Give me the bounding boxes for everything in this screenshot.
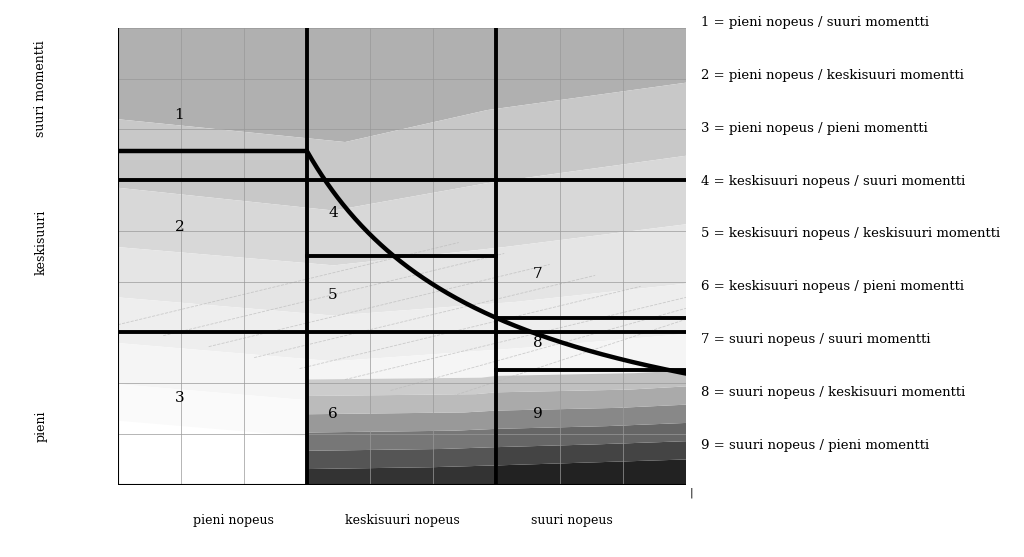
- Text: 4 = keskisuuri nopeus / suuri momentti: 4 = keskisuuri nopeus / suuri momentti: [701, 174, 966, 188]
- Text: 7: 7: [532, 267, 543, 281]
- Text: |: |: [689, 488, 693, 498]
- Polygon shape: [118, 224, 686, 316]
- Text: 9 = suuri nopeus / pieni momentti: 9 = suuri nopeus / pieni momentti: [701, 439, 930, 452]
- Polygon shape: [118, 82, 686, 211]
- Text: suuri momentti: suuri momentti: [35, 41, 47, 138]
- Text: 6: 6: [328, 407, 338, 421]
- Text: 1 = pieni nopeus / suuri momentti: 1 = pieni nopeus / suuri momentti: [701, 16, 930, 29]
- Polygon shape: [118, 284, 686, 361]
- Text: 3: 3: [174, 391, 184, 405]
- Polygon shape: [118, 28, 686, 142]
- Polygon shape: [497, 423, 686, 447]
- Text: pieni nopeus: pieni nopeus: [194, 514, 273, 527]
- Polygon shape: [497, 404, 686, 429]
- Text: 5 = keskisuuri nopeus / keskisuuri momentti: 5 = keskisuuri nopeus / keskisuuri momen…: [701, 227, 1000, 241]
- Text: 5: 5: [328, 288, 338, 302]
- Polygon shape: [118, 334, 686, 402]
- Polygon shape: [307, 466, 497, 485]
- Text: keskisuuri: keskisuuri: [35, 209, 47, 275]
- Polygon shape: [307, 429, 497, 451]
- Text: 2: 2: [174, 219, 184, 233]
- Text: 6 = keskisuuri nopeus / pieni momentti: 6 = keskisuuri nopeus / pieni momentti: [701, 280, 965, 294]
- Text: 4: 4: [328, 206, 338, 220]
- Polygon shape: [497, 370, 686, 392]
- Polygon shape: [497, 441, 686, 466]
- Text: 1: 1: [174, 108, 184, 121]
- Polygon shape: [307, 411, 497, 433]
- Polygon shape: [497, 460, 686, 485]
- Polygon shape: [118, 156, 686, 265]
- Polygon shape: [307, 392, 497, 414]
- Text: 9: 9: [532, 407, 543, 421]
- Text: keskisuuri nopeus: keskisuuri nopeus: [345, 514, 460, 527]
- Polygon shape: [497, 387, 686, 411]
- Text: 8: 8: [532, 336, 543, 350]
- Text: 2 = pieni nopeus / keskisuuri momentti: 2 = pieni nopeus / keskisuuri momentti: [701, 69, 965, 82]
- Polygon shape: [307, 376, 497, 396]
- Text: 8 = suuri nopeus / keskisuuri momentti: 8 = suuri nopeus / keskisuuri momentti: [701, 386, 966, 399]
- Polygon shape: [307, 447, 497, 469]
- Text: pieni: pieni: [35, 411, 47, 442]
- Text: suuri nopeus: suuri nopeus: [530, 514, 612, 527]
- Text: 3 = pieni nopeus / pieni momentti: 3 = pieni nopeus / pieni momentti: [701, 121, 928, 135]
- Polygon shape: [118, 379, 686, 439]
- Text: 7 = suuri nopeus / suuri momentti: 7 = suuri nopeus / suuri momentti: [701, 333, 931, 346]
